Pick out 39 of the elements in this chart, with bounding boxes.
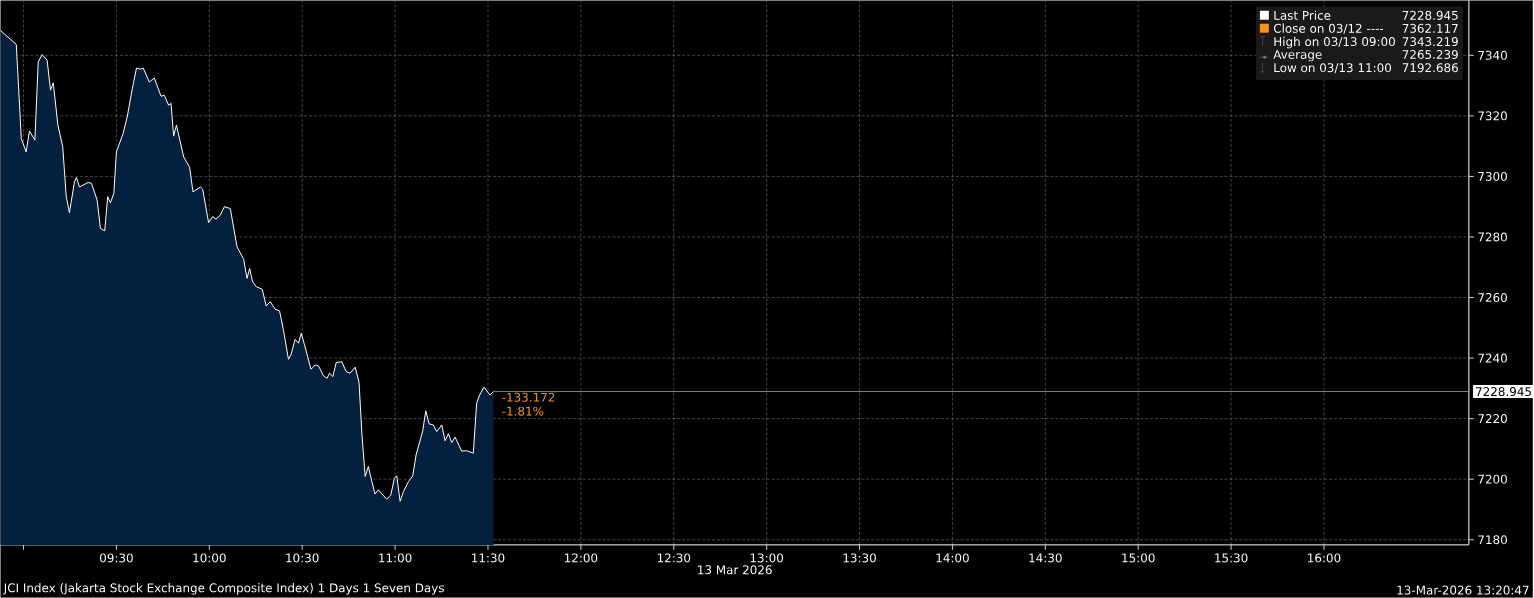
y-tick-label: 7340 (1478, 50, 1507, 60)
y-tick-label: 7180 (1478, 535, 1507, 545)
x-tick-label: 12:30 (657, 553, 691, 563)
x-tick-label: 10:00 (193, 553, 226, 563)
y-tick-label: 7320 (1478, 111, 1507, 121)
x-tick-label: 12:00 (564, 553, 598, 563)
x-tick-label: 10:30 (286, 553, 319, 563)
x-tick-label: 13:00 (750, 553, 784, 563)
y-tick-label: 7240 (1478, 353, 1507, 363)
annotation: Average (1273, 50, 1322, 62)
text: 13-Mar-2026 13:20:47 (1397, 585, 1529, 595)
text: JCI Index (Jakarta Stock Exchange Composite Index) 1 Days 1 Seven Days (3, 583, 444, 595)
annotation: 7343.219 (1402, 37, 1458, 47)
annotation: Close on 03/12 ---- (1273, 23, 1384, 34)
x-tick-label: 09:30 (100, 553, 133, 563)
x-axis-title: 13 Mar 2026 (698, 565, 772, 575)
annotation: 7265.239 (1402, 50, 1458, 60)
annotation: High on 03/13 09:00 (1274, 36, 1395, 49)
x-tick-label: 14:00 (936, 553, 969, 563)
y-tick-label: 7280 (1478, 232, 1507, 242)
y-tick-label: 7300 (1478, 171, 1507, 181)
y-tick-label: 7260 (1478, 293, 1507, 303)
annotation: -133.172 (502, 392, 555, 402)
x-tick-label: 13:30 (843, 553, 876, 563)
y-tick-label: 7220 (1478, 414, 1507, 424)
y-tick-label: 7200 (1478, 474, 1507, 484)
x-tick-label: 11:00 (379, 553, 412, 563)
x-tick-label: 15:00 (1122, 553, 1155, 563)
x-tick-label: 16:00 (1308, 553, 1341, 563)
x-tick-label: 11:30 (472, 553, 505, 563)
annotation: Low on 03/13 11:00 (1274, 63, 1392, 74)
x-tick-label: 14:30 (1029, 553, 1062, 563)
ref-line-label: 7228.945 (1476, 387, 1531, 397)
annotation: -1.81% (502, 406, 544, 416)
annotation: 7192.686 (1402, 63, 1458, 73)
text: 7228.945 (1402, 10, 1458, 20)
annotation: 7362.117 (1402, 23, 1458, 33)
x-tick-label: 15:30 (1215, 553, 1248, 563)
legend-label: Last Price (1274, 10, 1331, 20)
